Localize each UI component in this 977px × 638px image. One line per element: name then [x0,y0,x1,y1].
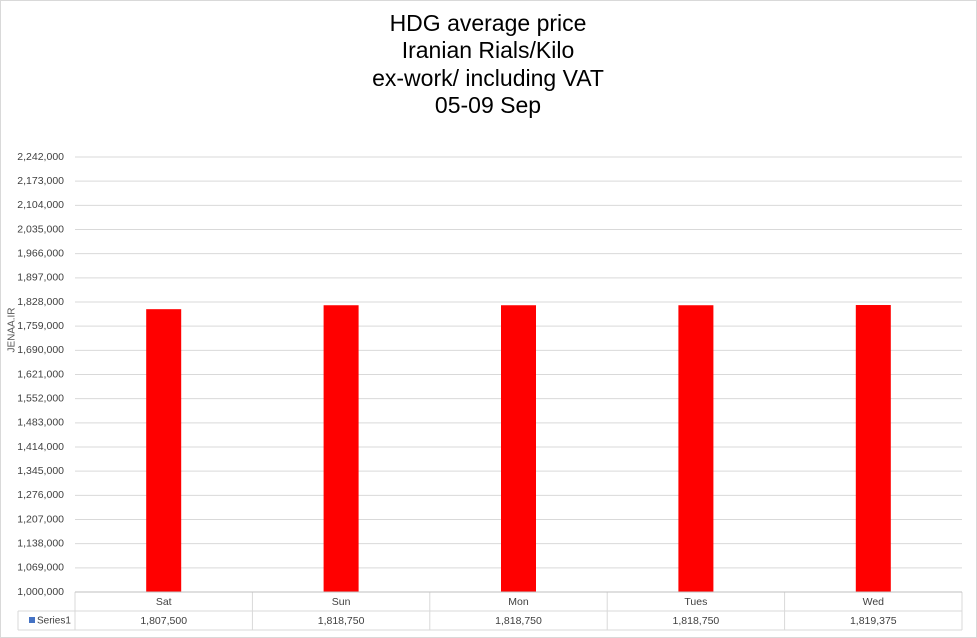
bar [323,305,359,592]
table-value: 1,818,750 [318,615,365,627]
bar [855,305,891,592]
legend-label: Series1 [37,616,71,627]
y-tick-label: 1,621,000 [17,368,64,380]
y-tick-label: 1,138,000 [17,537,64,549]
y-tick-label: 1,414,000 [17,441,64,453]
y-tick-label: 1,207,000 [17,513,64,525]
x-tick-label: Sat [156,596,172,608]
y-tick-label: 1,000,000 [17,586,64,598]
table-value: 1,807,500 [140,615,187,627]
chart-subtitle: ex-work/ including VAT [372,65,604,91]
y-tick-label: 1,069,000 [17,562,64,574]
legend-key [29,617,35,623]
y-tick-label: 1,828,000 [17,296,64,308]
y-tick-label: 1,483,000 [17,417,64,429]
y-tick-label: 1,759,000 [17,320,64,332]
table-value: 1,818,750 [673,615,720,627]
y-tick-label: 2,173,000 [17,175,64,187]
y-tick-label: 1,552,000 [17,392,64,404]
bar [678,305,714,592]
table-value: 1,819,375 [850,615,897,627]
watermark: JENAA.IR [7,307,18,352]
y-tick-label: 2,035,000 [17,223,64,235]
y-tick-label: 1,897,000 [17,272,64,284]
x-tick-label: Sun [332,596,351,608]
y-tick-label: 1,276,000 [17,489,64,501]
x-tick-label: Tues [684,596,707,608]
y-tick-label: 1,345,000 [17,465,64,477]
y-tick-label: 1,966,000 [17,247,64,259]
y-tick-label: 2,104,000 [17,199,64,211]
bar [501,305,536,592]
chart-subtitle: Iranian Rials/Kilo [402,37,575,63]
chart-subtitle: 05-09 Sep [435,92,541,118]
x-tick-label: Wed [863,596,885,608]
y-tick-label: 1,690,000 [17,344,64,356]
y-tick-label: 2,242,000 [17,151,64,163]
chart-title: HDG average price [390,10,587,36]
table-value: 1,818,750 [495,615,542,627]
x-tick-label: Mon [508,596,529,608]
bar [146,309,182,592]
